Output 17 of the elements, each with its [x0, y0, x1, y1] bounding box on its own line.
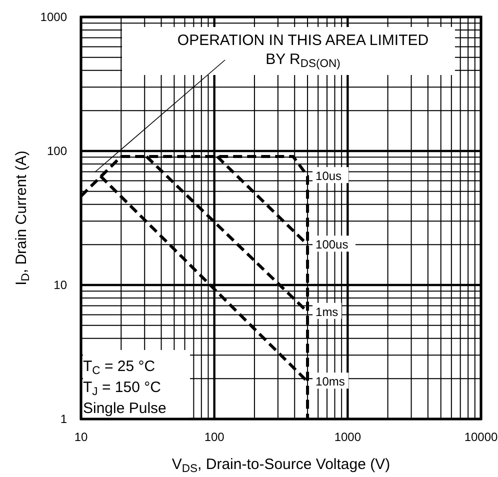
x-axis-title: V$_{DS}$, Drain-to-Source Voltage (V) — [172, 456, 390, 476]
y-tick-label: 1 — [60, 412, 68, 426]
y-tick-label: 1000 — [40, 10, 68, 24]
annotation: T$_{J}$ = 150 °C — [83, 379, 162, 398]
annotation: T$_{C}$ = 25 °C — [83, 358, 156, 378]
x-tick-label: 10000 — [464, 430, 498, 444]
series-label: 1ms — [316, 304, 338, 319]
x-tick-label: 10 — [74, 430, 88, 444]
annotation: OPERATION IN THIS AREA LIMITED BY R$_{DS(ON)}$ — [177, 32, 429, 70]
series-label: 10us — [316, 169, 342, 184]
x-tick-label: 1000 — [334, 430, 362, 444]
y-tick-label: 100 — [46, 144, 68, 158]
series-label: 10ms — [316, 374, 345, 389]
annotation: Single Pulse — [83, 400, 166, 417]
y-tick-label: 10 — [54, 278, 68, 292]
series-label: 100us — [316, 238, 348, 252]
x-tick-label: 100 — [204, 430, 225, 444]
